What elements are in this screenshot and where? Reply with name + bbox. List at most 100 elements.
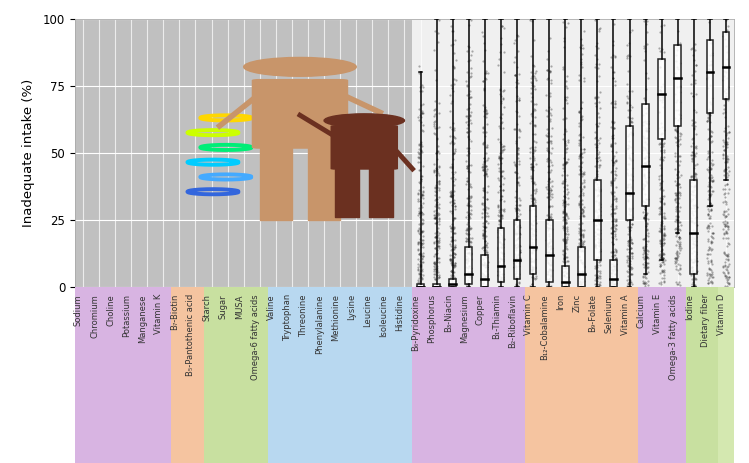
- Point: [685, 195, 697, 202]
- Point: [624, 52, 636, 60]
- Point: [542, 226, 554, 234]
- Point: [624, 227, 636, 234]
- Bar: [686, 287, 718, 463]
- Point: [626, 254, 638, 262]
- Point: [560, 279, 572, 286]
- Point: [494, 277, 506, 285]
- Point: [479, 263, 491, 271]
- Point: [413, 149, 425, 156]
- Point: [514, 257, 526, 265]
- Point: [577, 169, 589, 177]
- Point: [719, 223, 731, 230]
- Point: [690, 233, 702, 241]
- Point: [542, 220, 554, 227]
- Point: [625, 182, 637, 190]
- Point: [686, 267, 698, 275]
- Point: [641, 200, 653, 207]
- Point: [718, 68, 730, 75]
- Point: [497, 256, 509, 263]
- Point: [413, 106, 425, 113]
- Point: [605, 177, 617, 184]
- Point: [481, 254, 493, 261]
- Point: [639, 212, 651, 219]
- Point: [685, 256, 697, 263]
- Point: [479, 227, 491, 235]
- Point: [670, 198, 682, 206]
- Point: [509, 72, 521, 79]
- Point: [576, 239, 588, 246]
- Point: [541, 66, 553, 74]
- Point: [669, 115, 681, 122]
- Point: [576, 200, 588, 207]
- Point: [690, 62, 702, 69]
- Point: [445, 237, 457, 244]
- Point: [674, 219, 686, 226]
- Point: [589, 51, 601, 59]
- Point: [589, 281, 601, 288]
- Point: [609, 264, 621, 272]
- Point: [610, 217, 622, 224]
- Point: [541, 91, 553, 98]
- Point: [492, 188, 504, 195]
- Point: [721, 75, 733, 82]
- Point: [482, 209, 494, 217]
- Point: [545, 271, 557, 279]
- Point: [703, 65, 715, 73]
- Point: [607, 41, 619, 49]
- Point: [643, 127, 655, 135]
- Point: [511, 230, 523, 238]
- Point: [721, 155, 733, 162]
- Point: [639, 97, 651, 104]
- Point: [654, 86, 666, 94]
- Point: [479, 103, 491, 111]
- Point: [717, 219, 729, 226]
- Point: [577, 244, 589, 251]
- Point: [656, 177, 668, 185]
- Point: [689, 218, 701, 225]
- Point: [704, 81, 716, 89]
- Point: [575, 279, 587, 286]
- Point: [544, 235, 556, 243]
- Point: [544, 265, 556, 273]
- Point: [529, 225, 541, 233]
- Point: [577, 44, 589, 51]
- Point: [592, 238, 604, 245]
- Point: [637, 121, 649, 129]
- Point: [525, 163, 537, 170]
- Point: [655, 195, 667, 202]
- Point: [625, 236, 637, 244]
- Point: [639, 252, 651, 260]
- Point: [464, 241, 476, 249]
- Point: [688, 203, 700, 210]
- Point: [653, 140, 665, 148]
- Point: [590, 102, 602, 110]
- Point: [542, 258, 554, 265]
- Point: [495, 211, 507, 219]
- Point: [672, 122, 684, 130]
- Point: [510, 206, 522, 213]
- Point: [703, 173, 715, 181]
- Point: [511, 243, 523, 250]
- Point: [415, 147, 427, 154]
- Point: [594, 156, 606, 164]
- Point: [674, 83, 686, 91]
- Point: [688, 235, 700, 242]
- Point: [524, 148, 536, 156]
- Point: [574, 154, 586, 161]
- Point: [445, 189, 457, 197]
- Point: [560, 269, 571, 276]
- Text: Histidine: Histidine: [395, 294, 404, 331]
- Point: [658, 256, 670, 263]
- Point: [673, 234, 685, 241]
- Point: [444, 107, 456, 115]
- Point: [528, 63, 540, 70]
- Point: [557, 248, 568, 255]
- Point: [655, 203, 667, 210]
- Point: [691, 171, 703, 178]
- Point: [591, 261, 603, 269]
- Point: [428, 117, 440, 125]
- Point: [476, 231, 488, 238]
- Point: [642, 173, 654, 181]
- Point: [511, 255, 523, 262]
- Point: [706, 175, 718, 182]
